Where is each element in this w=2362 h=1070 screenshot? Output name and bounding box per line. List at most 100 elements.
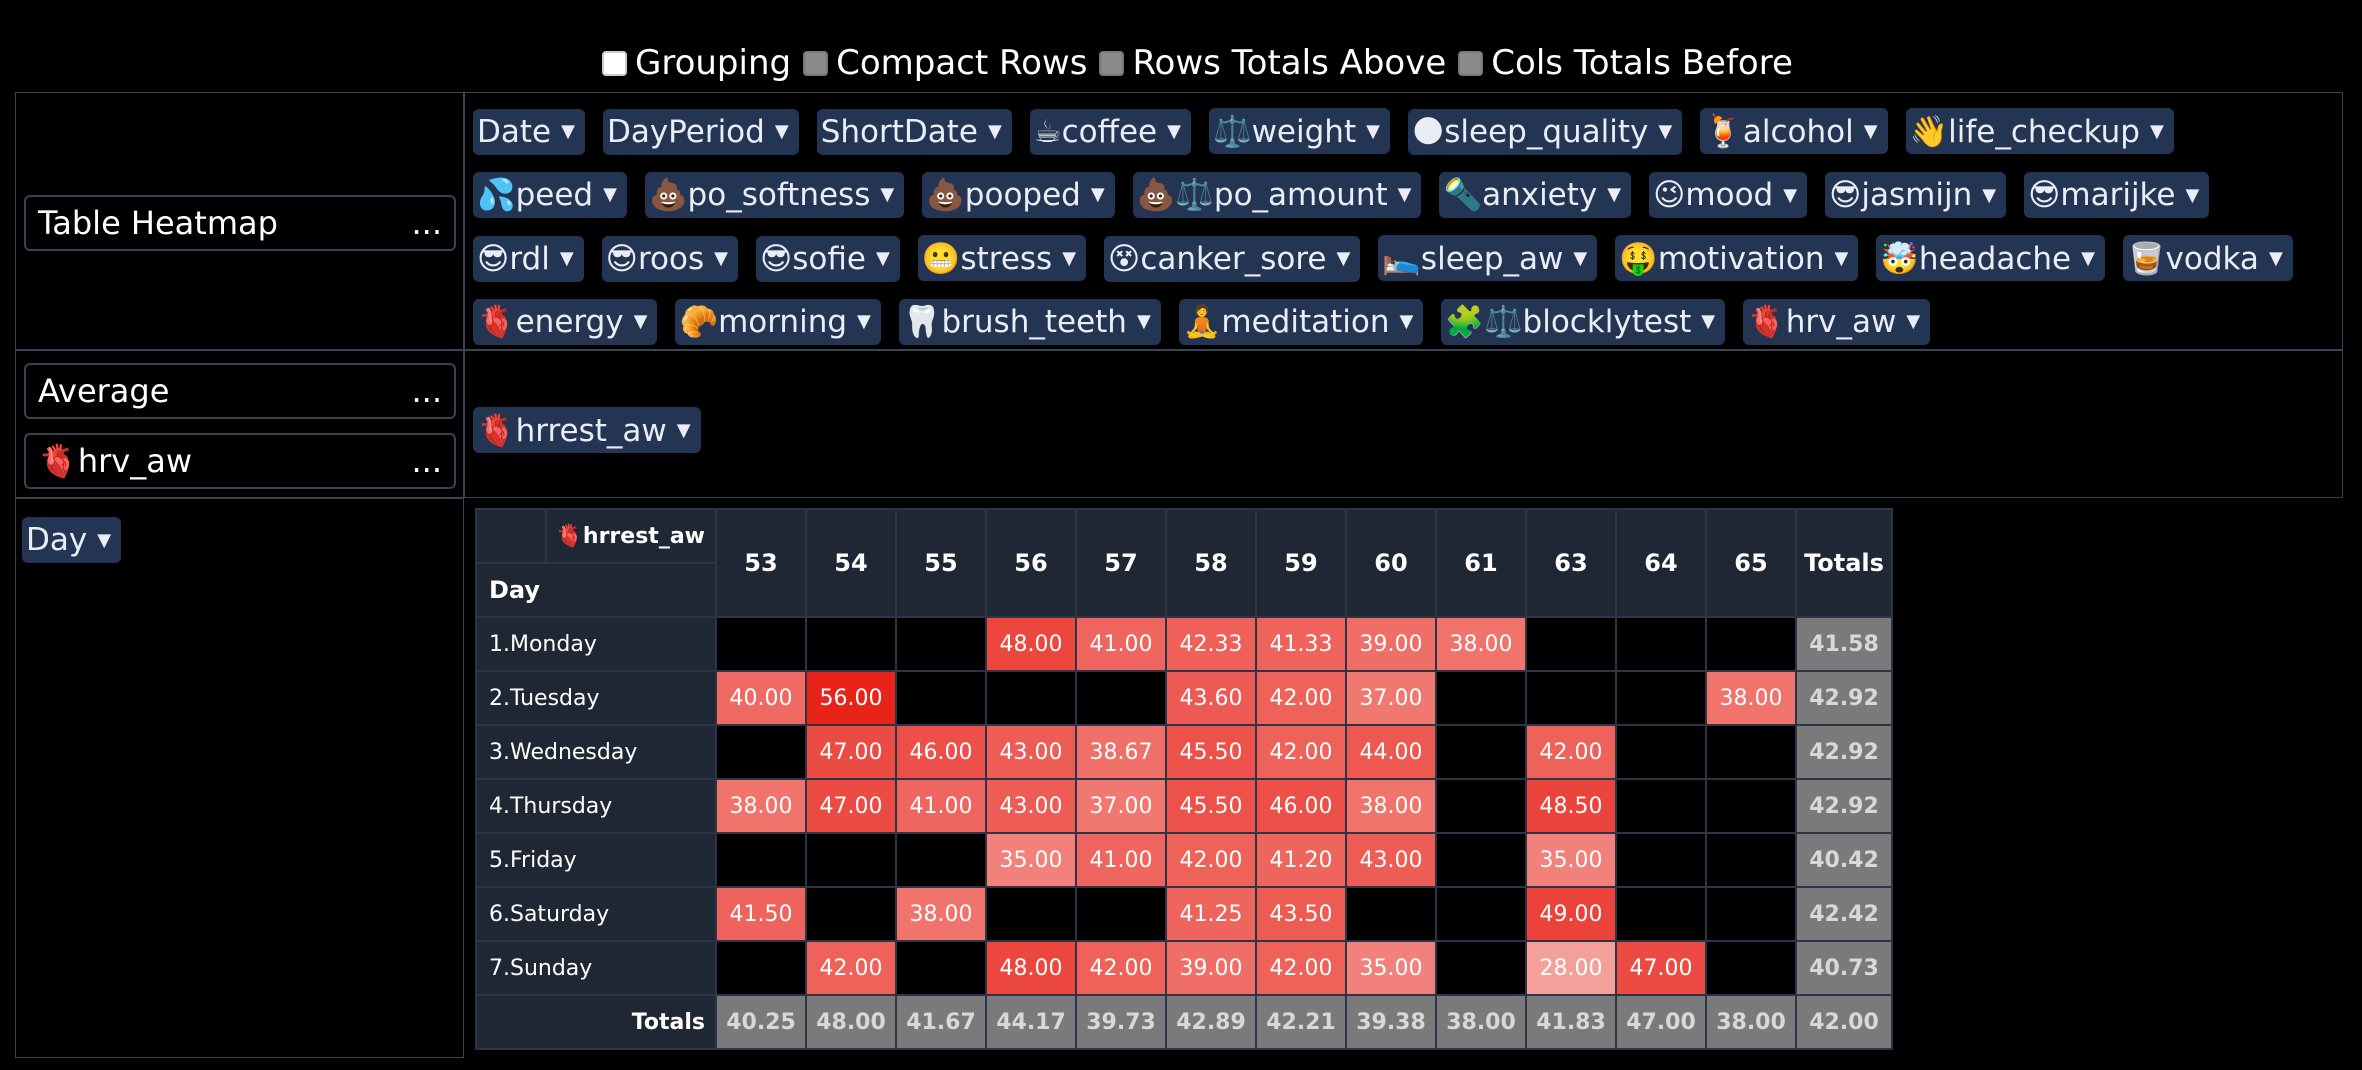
dropdown-caret-icon[interactable]: ▼ xyxy=(1607,184,1622,205)
dropdown-caret-icon[interactable]: ▼ xyxy=(676,419,691,441)
field-pill[interactable]: DayPeriod ▼ xyxy=(602,108,799,155)
dropdown-caret-icon[interactable]: ▼ xyxy=(633,311,648,332)
field-pill[interactable]: 😬stress ▼ xyxy=(917,235,1087,281)
dropdown-caret-icon[interactable]: ▼ xyxy=(1399,311,1414,332)
dropdown-caret-icon[interactable]: ▼ xyxy=(714,248,728,269)
field-pill[interactable]: 😉mood ▼ xyxy=(1649,172,1808,218)
col-header: 59 xyxy=(1255,508,1347,618)
field-pill[interactable]: 🥐morning ▼ xyxy=(675,298,881,345)
field-pill[interactable]: 😵canker_sore ▼ xyxy=(1104,235,1361,282)
field-pill[interactable]: 🧘meditation ▼ xyxy=(1178,298,1424,345)
field-pill[interactable]: 🫀energy ▼ xyxy=(473,298,658,345)
col-header: 63 xyxy=(1525,508,1617,618)
field-label: 🤯headache xyxy=(1880,240,2072,277)
dropdown-caret-icon[interactable]: ▼ xyxy=(1783,184,1798,206)
field-pill[interactable]: 😎marijke ▼ xyxy=(2024,172,2210,218)
field-pill[interactable]: 🤯headache ▼ xyxy=(1876,235,2105,281)
option-grouping[interactable]: Grouping xyxy=(602,43,791,83)
option-rows-totals-above[interactable]: Rows Totals Above xyxy=(1099,43,1446,83)
dropdown-caret-icon[interactable]: ▼ xyxy=(1167,121,1181,142)
field-pill[interactable]: ☕coffee ▼ xyxy=(1029,108,1191,155)
dropdown-caret-icon[interactable]: ▼ xyxy=(1573,247,1588,269)
dropdown-caret-icon[interactable]: ▼ xyxy=(559,248,574,269)
heatmap-cell: 42.00 xyxy=(805,940,897,996)
dropdown-caret-icon[interactable]: ▼ xyxy=(1658,121,1673,142)
field-pill[interactable]: 🍹alcohol ▼ xyxy=(1700,108,1888,154)
dropdown-caret-icon[interactable]: ▼ xyxy=(1090,184,1105,205)
field-pill[interactable]: 😎sofie ▼ xyxy=(755,235,900,282)
dropdown-caret-icon[interactable]: ▼ xyxy=(1136,311,1151,332)
field-pill[interactable]: 😎jasmijn ▼ xyxy=(1825,172,2007,218)
dropdown-caret-icon[interactable]: ▼ xyxy=(774,121,789,142)
dropdown-caret-icon[interactable]: ▼ xyxy=(2268,247,2283,269)
field-pill[interactable]: 💩pooped ▼ xyxy=(922,171,1115,218)
dropdown-caret-icon[interactable]: ▼ xyxy=(876,248,890,269)
field-pill[interactable]: 😎rdl ▼ xyxy=(473,235,584,282)
dropdown-caret-icon[interactable]: ▼ xyxy=(2185,184,2200,206)
field-pill[interactable]: 🦷brush_teeth ▼ xyxy=(898,298,1161,345)
checkbox[interactable] xyxy=(803,50,829,76)
checkbox[interactable] xyxy=(1458,50,1484,76)
col-total: 40.25 xyxy=(715,994,807,1050)
dropdown-caret-icon[interactable]: ▼ xyxy=(1336,248,1351,269)
col-header: 60 xyxy=(1345,508,1437,618)
field-pill[interactable]: ShortDate ▼ xyxy=(816,108,1012,155)
field-label: ⚖️weight xyxy=(1212,113,1357,150)
field-label: ShortDate xyxy=(820,113,978,150)
field-pill[interactable]: 🛌sleep_aw ▼ xyxy=(1378,235,1598,281)
row-attr-label: Day xyxy=(475,562,717,618)
dropdown-caret-icon[interactable]: ▼ xyxy=(2081,247,2095,269)
dropdown-caret-icon[interactable]: ▼ xyxy=(1366,120,1380,142)
field-pill[interactable]: Day ▼ xyxy=(22,517,122,563)
field-pill[interactable]: 🫀hrrest_aw ▼ xyxy=(473,407,701,453)
aggregator-attribute-select[interactable]: 🫀hrv_aw ... xyxy=(24,433,456,489)
checkbox[interactable] xyxy=(1099,50,1125,76)
field-pill[interactable]: Date ▼ xyxy=(473,108,585,155)
field-pill[interactable]: 💩po_softness ▼ xyxy=(644,171,905,218)
field-pill[interactable]: 💩⚖️po_amount ▼ xyxy=(1132,171,1422,218)
dropdown-caret-icon[interactable]: ▼ xyxy=(97,529,112,551)
field-pill[interactable]: 👋life_checkup ▼ xyxy=(1905,108,2174,154)
dropdown-caret-icon[interactable]: ▼ xyxy=(1397,184,1412,205)
field-pill[interactable]: 💦peed ▼ xyxy=(473,171,627,218)
dropdown-caret-icon[interactable]: ▼ xyxy=(1906,311,1921,332)
dropdown-caret-icon[interactable]: ▼ xyxy=(1834,247,1849,269)
renderer-select[interactable]: Table Heatmap ... xyxy=(24,195,456,251)
heatmap-cell: 43.60 xyxy=(1165,670,1257,726)
heatmap-cell xyxy=(1435,886,1527,942)
field-label: 👋life_checkup xyxy=(1909,113,2140,150)
dropdown-caret-icon[interactable]: ▼ xyxy=(1982,184,1997,206)
field-pill[interactable]: 🤑motivation ▼ xyxy=(1615,235,1859,281)
field-label: 😎jasmijn xyxy=(1829,177,1973,213)
col-total: 41.83 xyxy=(1525,994,1617,1050)
checkbox[interactable] xyxy=(602,50,627,76)
dropdown-caret-icon[interactable]: ▼ xyxy=(1863,120,1878,142)
dropdown-caret-icon[interactable]: ▼ xyxy=(603,184,617,205)
aggregator-select[interactable]: Average ... xyxy=(24,363,456,419)
field-pill[interactable]: ⚖️weight ▼ xyxy=(1208,108,1390,154)
heatmap-cell: 43.00 xyxy=(1345,832,1437,888)
field-pill[interactable]: 😎roos ▼ xyxy=(601,235,738,282)
dropdown-caret-icon[interactable]: ▼ xyxy=(987,121,1002,142)
field-label: 🤑motivation xyxy=(1619,240,1825,277)
heatmap-cell xyxy=(805,616,897,672)
field-pill[interactable]: 🔦anxiety ▼ xyxy=(1439,171,1632,218)
option-compact-rows[interactable]: Compact Rows xyxy=(803,43,1087,83)
heatmap-cell xyxy=(1705,724,1797,780)
dropdown-caret-icon[interactable]: ▼ xyxy=(1062,247,1077,269)
dropdown-caret-icon[interactable]: ▼ xyxy=(857,311,871,332)
field-pill[interactable]: 🥃vodka ▼ xyxy=(2122,235,2293,281)
field-label: 💩⚖️po_amount xyxy=(1136,177,1388,213)
dropdown-caret-icon[interactable]: ▼ xyxy=(880,184,895,205)
dropdown-caret-icon[interactable]: ▼ xyxy=(561,121,575,142)
field-pill[interactable]: 🫀hrv_aw ▼ xyxy=(1743,298,1931,345)
field-pill[interactable]: 🌑sleep_quality ▼ xyxy=(1407,108,1683,155)
col-header: 56 xyxy=(985,508,1077,618)
table-row: 6.Saturday 41.50 38.00 41.25 43.50 49.00 42.42 xyxy=(475,886,1893,942)
row-total: 42.42 xyxy=(1795,886,1893,942)
option-cols-totals-before[interactable]: Cols Totals Before xyxy=(1458,43,1793,83)
field-pill[interactable]: 🧩⚖️blocklytest ▼ xyxy=(1441,298,1726,345)
field-label: 😎roos xyxy=(605,240,705,277)
dropdown-caret-icon[interactable]: ▼ xyxy=(1701,311,1716,332)
dropdown-caret-icon[interactable]: ▼ xyxy=(2150,120,2164,142)
